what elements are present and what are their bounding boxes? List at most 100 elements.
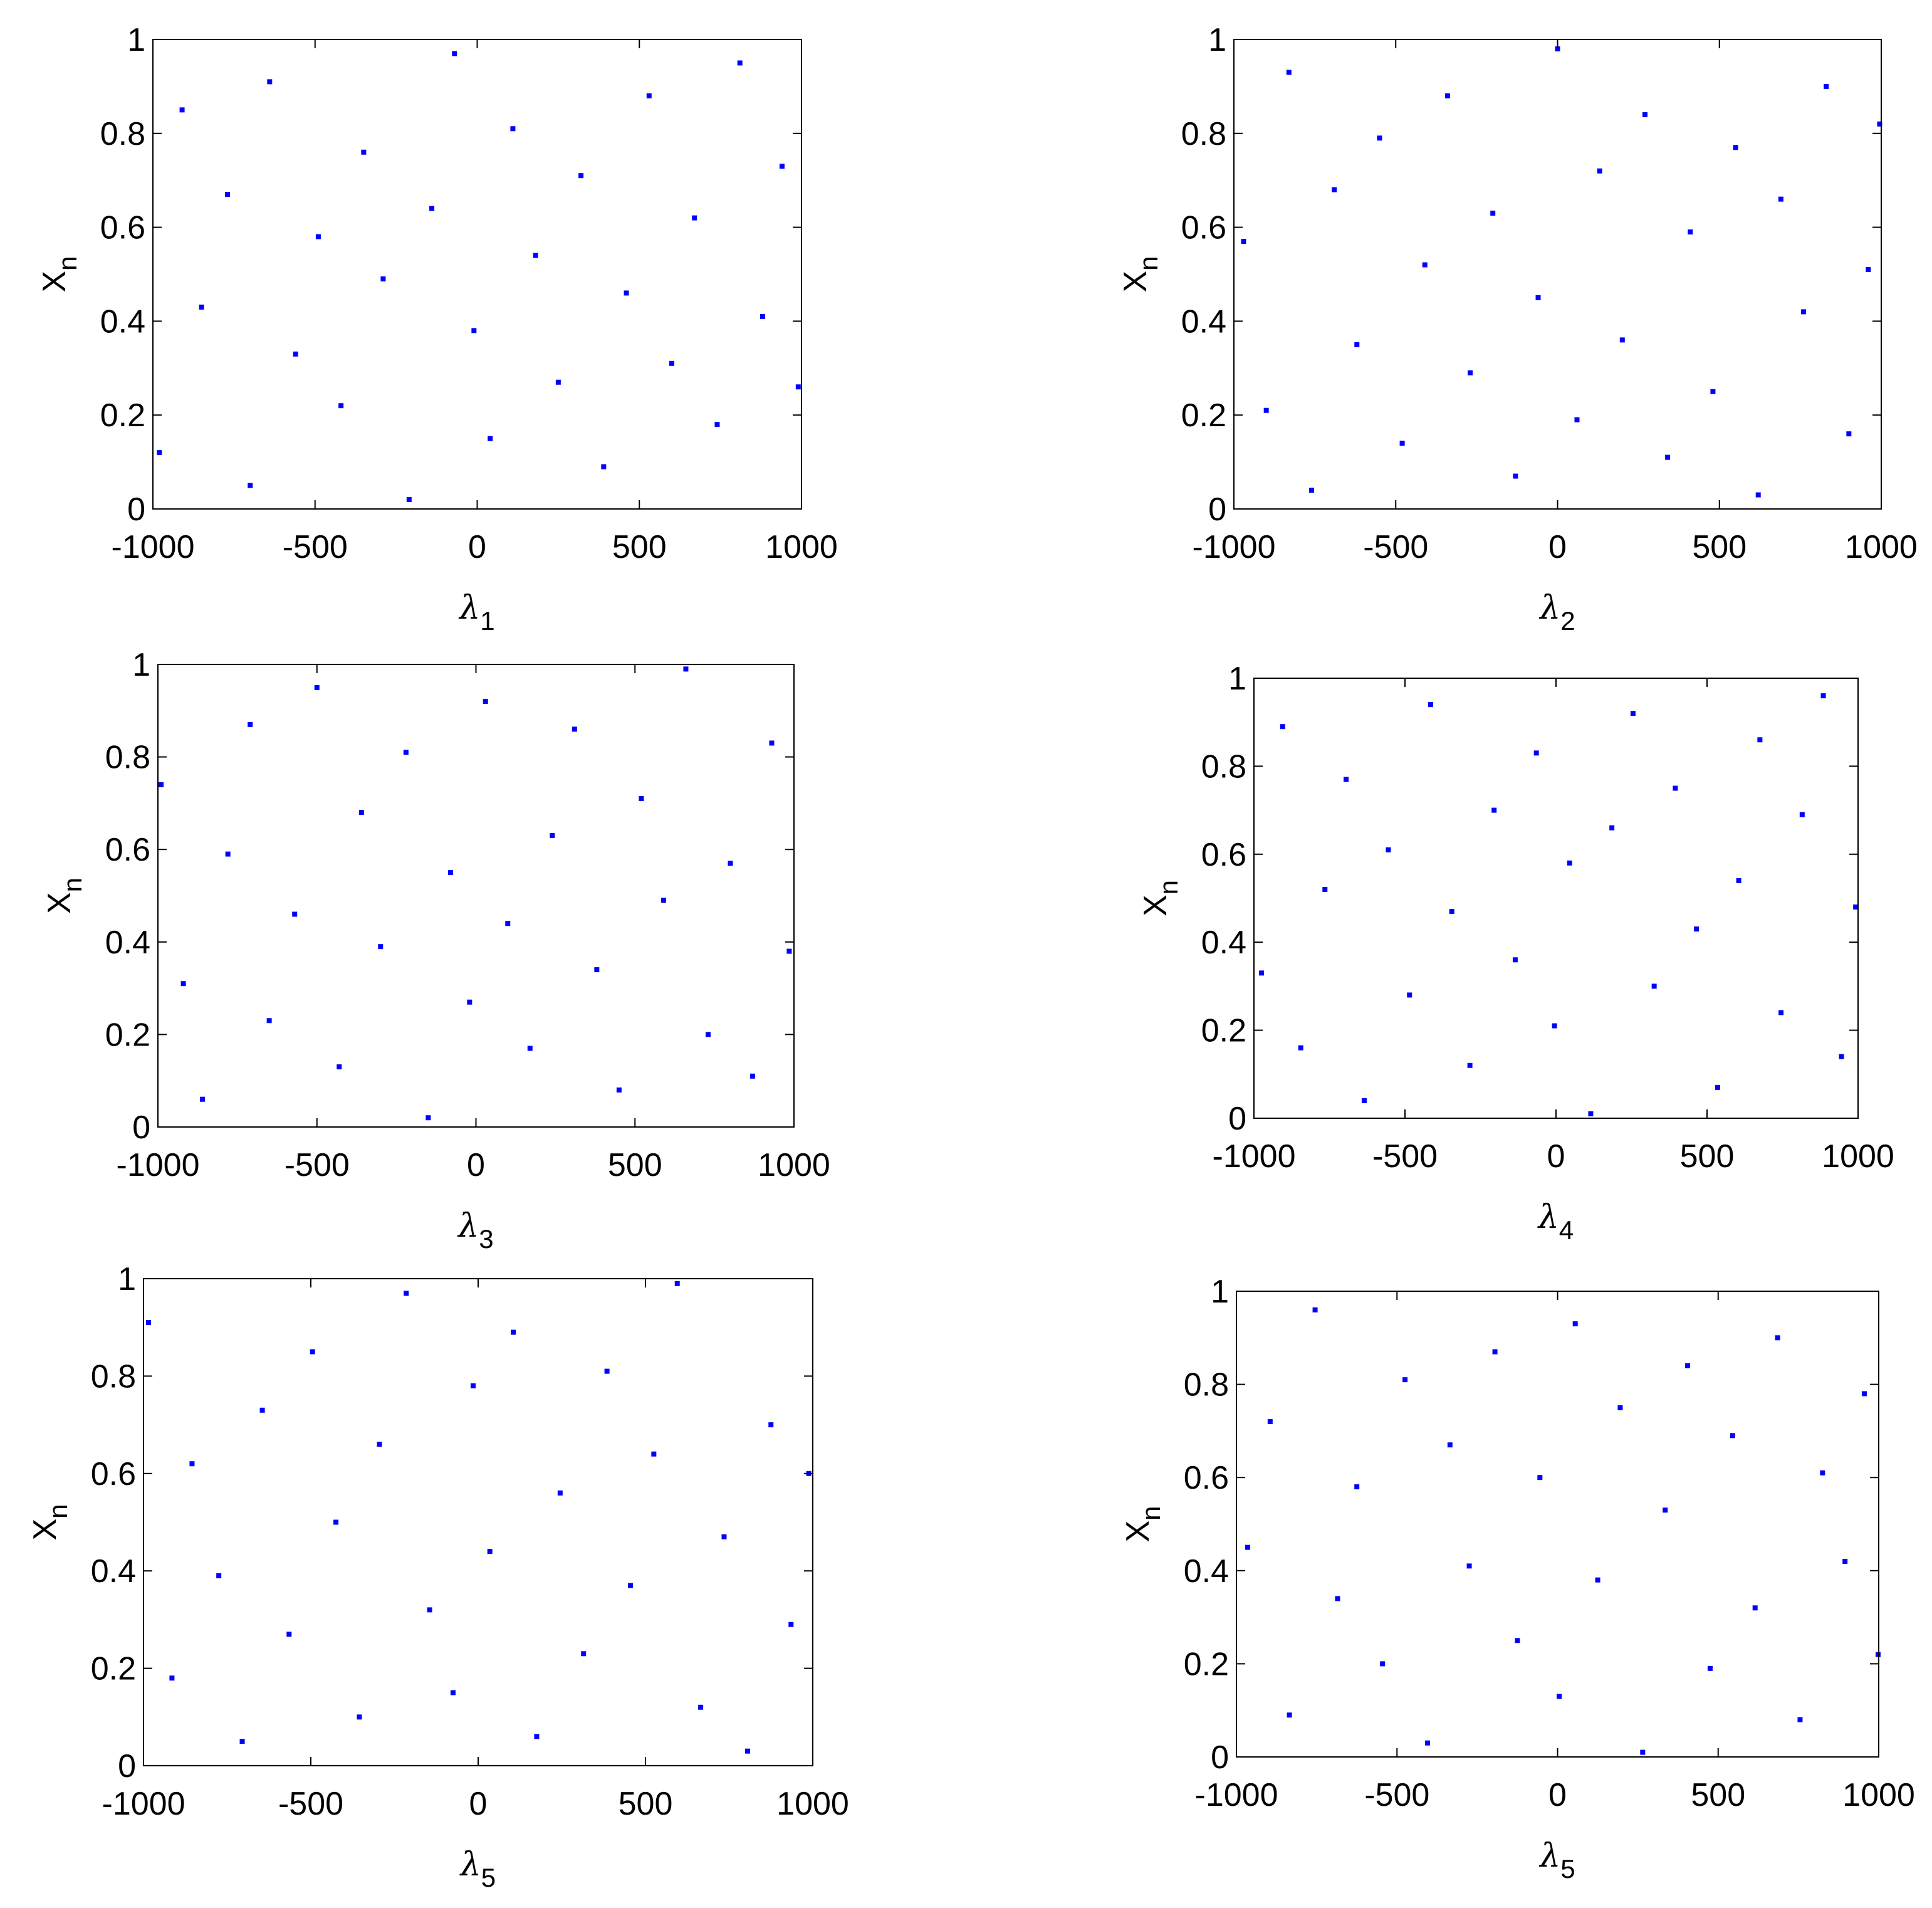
y-tick-label: 0 xyxy=(1208,491,1226,528)
point xyxy=(1619,337,1625,343)
y-tick-label: 0.2 xyxy=(1201,1013,1246,1049)
x-label-symbol: λ xyxy=(457,1207,479,1245)
point xyxy=(698,1704,704,1710)
point xyxy=(146,1319,152,1325)
point xyxy=(1245,1544,1250,1550)
point xyxy=(1710,389,1716,394)
y-tick-label: 0 xyxy=(118,1748,136,1785)
point xyxy=(1755,492,1761,498)
x-label-subscript: 5 xyxy=(1560,1854,1575,1884)
x-label-symbol: λ xyxy=(459,1846,481,1884)
point xyxy=(1757,737,1763,743)
point xyxy=(406,497,412,503)
point xyxy=(1552,1023,1557,1029)
x-tick-label: 500 xyxy=(1680,1138,1735,1175)
point xyxy=(1866,267,1871,273)
y-tick-label: 0.6 xyxy=(1184,1460,1229,1496)
y-tick-label: 0.4 xyxy=(1184,1553,1229,1590)
point xyxy=(225,851,231,857)
y-tick-label: 1 xyxy=(118,1261,136,1297)
x-label-subscript: 5 xyxy=(481,1863,496,1892)
axes-box xyxy=(157,664,795,1128)
point xyxy=(601,464,607,469)
y-tick-label: 0.4 xyxy=(105,925,150,961)
point xyxy=(1688,229,1693,235)
y-axis-label: Xn xyxy=(1117,256,1163,292)
point xyxy=(1490,211,1496,216)
point xyxy=(1407,992,1412,998)
y-axis-label: Xn xyxy=(41,878,87,914)
y-tick-label: 0.6 xyxy=(1181,210,1226,246)
point xyxy=(1685,1363,1691,1368)
y-tick-label: 0.2 xyxy=(100,397,145,434)
point xyxy=(1839,1054,1844,1059)
x-axis-label: λ2 xyxy=(1538,589,1575,636)
point xyxy=(1640,1749,1646,1755)
y-tick-label: 0.4 xyxy=(100,303,145,340)
y-tick-label: 0.8 xyxy=(1181,116,1226,152)
point xyxy=(1588,1111,1594,1116)
point xyxy=(1267,1419,1273,1425)
y-tick-label: 0.8 xyxy=(1184,1367,1229,1403)
x-tick-label: 0 xyxy=(467,1147,485,1183)
point xyxy=(1801,309,1807,315)
point xyxy=(750,1073,756,1079)
x-tick-label: -1000 xyxy=(112,529,195,565)
y-label-symbol: X xyxy=(41,892,78,914)
x-tick-label: 1000 xyxy=(776,1786,849,1822)
panel: -1000 -500 0 500 1000 0 0.2 0.4 0.6 0.8 1 λ4 Xn xyxy=(1137,661,1894,1245)
point xyxy=(310,1349,315,1355)
x-tick-label: 0 xyxy=(1547,1138,1565,1175)
point xyxy=(714,422,720,427)
x-tick-label: 500 xyxy=(619,1786,673,1822)
point xyxy=(705,1032,711,1037)
y-tick-label: 0.2 xyxy=(91,1651,136,1687)
point xyxy=(1609,825,1615,831)
x-tick-label: -500 xyxy=(278,1786,343,1822)
point xyxy=(267,79,273,85)
point xyxy=(578,173,584,179)
point xyxy=(1380,1661,1386,1667)
point xyxy=(533,253,538,258)
point xyxy=(1572,1321,1578,1327)
point xyxy=(483,699,488,705)
point xyxy=(1752,1605,1758,1611)
x-tick-label: 1000 xyxy=(1845,529,1918,565)
point xyxy=(1820,693,1826,699)
point xyxy=(760,313,765,319)
y-tick-label: 0.2 xyxy=(1181,397,1226,434)
point xyxy=(616,1087,622,1093)
point xyxy=(1447,1442,1453,1448)
point xyxy=(157,450,162,456)
point xyxy=(266,1018,272,1024)
point xyxy=(315,234,321,239)
point xyxy=(788,1622,794,1627)
point xyxy=(467,999,473,1005)
point xyxy=(470,1383,476,1388)
y-label-subscript: n xyxy=(1154,880,1183,894)
axes-box xyxy=(1253,678,1859,1119)
y-tick-label: 0.4 xyxy=(1181,303,1226,340)
point xyxy=(1537,1475,1543,1481)
point xyxy=(1515,1638,1520,1643)
point xyxy=(581,1651,587,1657)
point xyxy=(426,1115,431,1121)
point xyxy=(1665,454,1671,460)
point xyxy=(239,1739,245,1744)
y-tick-label: 1 xyxy=(132,647,150,683)
x-tick-label: 500 xyxy=(612,529,667,565)
point xyxy=(1797,1717,1803,1722)
x-tick-label: -1000 xyxy=(1193,529,1276,565)
x-tick-label: -1000 xyxy=(102,1786,185,1822)
point xyxy=(488,436,493,441)
y-label-symbol: X xyxy=(1120,1521,1156,1543)
point xyxy=(1778,1010,1784,1015)
x-tick-label: -500 xyxy=(283,529,348,565)
point xyxy=(737,60,743,66)
x-label-symbol: λ xyxy=(1537,1198,1559,1236)
point xyxy=(1361,1098,1367,1103)
point xyxy=(661,898,666,903)
point xyxy=(510,126,516,132)
